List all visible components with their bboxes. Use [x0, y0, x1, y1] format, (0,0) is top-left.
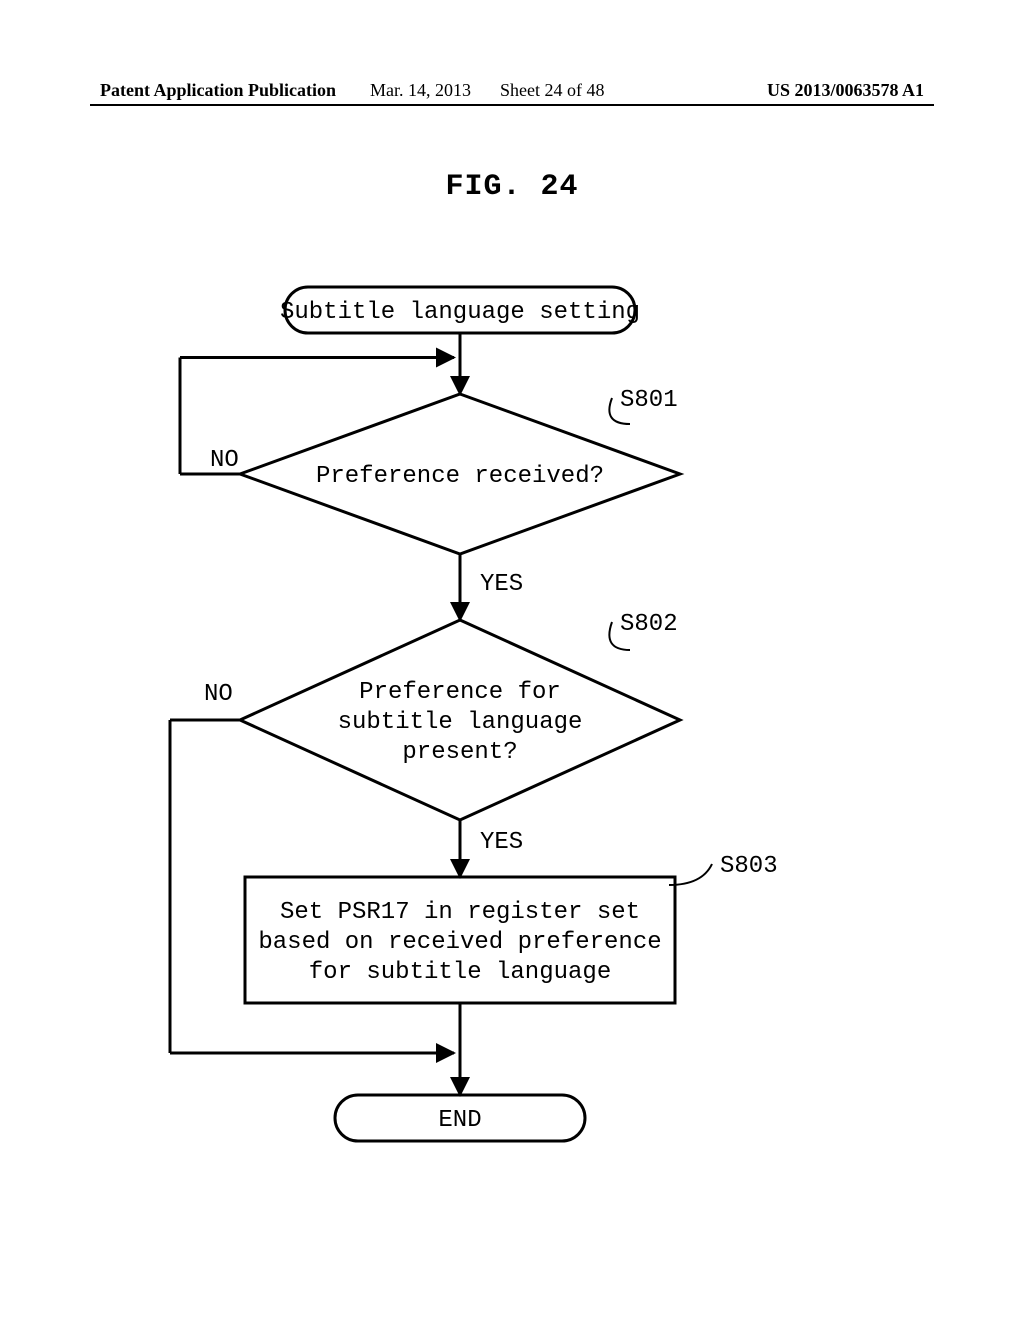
- flowchart-svg: Subtitle language setting Preference rece…: [0, 0, 1024, 1320]
- svg-text:YES: YES: [480, 829, 523, 856]
- svg-text:S802: S802: [620, 611, 678, 638]
- svg-text:S801: S801: [620, 387, 678, 414]
- svg-text:Set PSR17 in register set: Set PSR17 in register set: [280, 899, 640, 926]
- svg-text:END: END: [438, 1107, 481, 1134]
- svg-text:subtitle language: subtitle language: [338, 709, 583, 736]
- svg-text:NO: NO: [204, 681, 233, 708]
- svg-text:S803: S803: [720, 853, 778, 880]
- svg-text:Preference received?: Preference received?: [316, 463, 604, 490]
- svg-text:for subtitle language: for subtitle language: [309, 959, 611, 986]
- svg-text:based on received preference: based on received preference: [258, 929, 661, 956]
- svg-text:Subtitle language setting: Subtitle language setting: [280, 299, 640, 326]
- svg-text:Preference for: Preference for: [359, 679, 561, 706]
- svg-text:present?: present?: [402, 739, 517, 766]
- svg-text:NO: NO: [210, 447, 239, 474]
- svg-text:YES: YES: [480, 571, 523, 598]
